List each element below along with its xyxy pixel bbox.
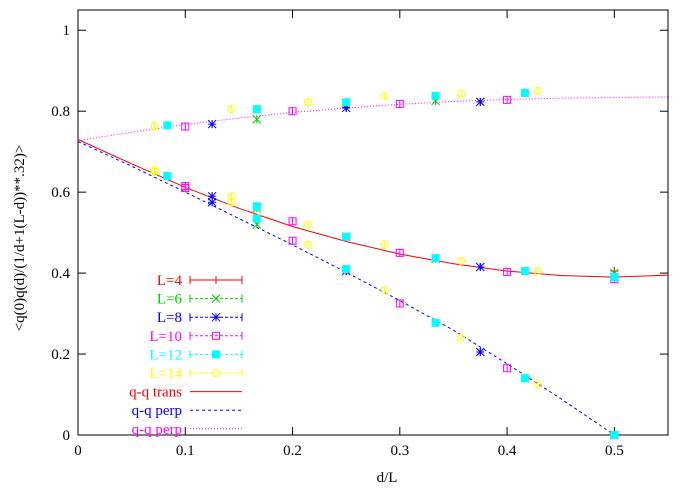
data-point [521, 88, 530, 97]
legend-label: L=10 [149, 329, 182, 345]
legend-label: L=6 [157, 292, 183, 308]
y-tick-label: 0 [63, 428, 71, 444]
data-point [252, 114, 262, 124]
data-point [533, 267, 542, 276]
data-point [431, 318, 440, 327]
data-point [211, 312, 221, 322]
data-point [475, 347, 485, 357]
data-point [342, 98, 351, 107]
data-point [380, 92, 389, 101]
data-point [533, 86, 542, 95]
data-point [457, 256, 466, 265]
data-point [207, 197, 217, 207]
data-point [395, 99, 404, 108]
data-point [212, 331, 220, 340]
data-point [457, 333, 466, 342]
data-points [150, 86, 619, 440]
data-point [150, 122, 159, 131]
data-point [288, 236, 297, 245]
data-point [163, 171, 172, 180]
y-tick-label: 0.6 [51, 185, 70, 201]
legend: L=4 L=6 L=8 L=10 L=12 L=14 q-q trans q-q perp q-… [129, 273, 243, 438]
data-point [342, 265, 351, 274]
data-point [475, 262, 485, 272]
data-point [475, 97, 485, 107]
data-point [503, 267, 512, 276]
y-tick-label: 1 [63, 23, 71, 39]
data-point [457, 89, 466, 98]
data-point [211, 294, 221, 303]
y-tick-label: 0.8 [51, 104, 70, 120]
data-point [252, 202, 261, 211]
data-point [521, 374, 530, 383]
data-point [212, 276, 220, 284]
data-point [431, 91, 440, 100]
data-point [150, 167, 159, 176]
data-point [207, 119, 217, 129]
data-point [380, 286, 389, 295]
fit-curve [77, 139, 669, 278]
x-tick-label: 0.5 [605, 443, 624, 459]
data-point [181, 184, 190, 193]
data-point [533, 380, 542, 389]
legend-label: L=12 [149, 347, 182, 363]
y-tick-label: 0.2 [51, 347, 70, 363]
data-point [288, 107, 297, 116]
data-point [288, 217, 297, 226]
legend-label: L=8 [157, 310, 182, 326]
x-tick-label: 0.3 [390, 443, 409, 459]
data-point [163, 121, 172, 130]
fit-curve [77, 96, 669, 142]
data-point [395, 248, 404, 257]
x-tick-label: 0 [74, 443, 82, 459]
legend-label: L=4 [157, 273, 183, 289]
data-point [303, 240, 312, 249]
data-point [521, 267, 530, 276]
data-point [503, 95, 512, 104]
x-axis-label: d/L [377, 470, 398, 486]
legend-label: L=14 [149, 366, 182, 382]
axis-ticks: 0 0.1 0.2 0.3 0.4 0.5 0 0.2 0.4 0.6 0.8 1 [51, 10, 668, 459]
data-point [342, 232, 351, 241]
legend-label: q-q trans [129, 385, 182, 401]
data-point [227, 105, 236, 114]
data-point [503, 364, 512, 373]
data-point [395, 299, 404, 308]
plot-frame [77, 9, 669, 436]
x-tick-label: 0.1 [176, 443, 195, 459]
data-point [610, 273, 619, 282]
plot-border [77, 9, 669, 436]
data-point [181, 122, 190, 131]
data-point [431, 254, 440, 263]
data-point [212, 350, 220, 359]
y-tick-label: 0.4 [51, 266, 70, 282]
data-point [303, 220, 312, 229]
legend-label: q-q perp [132, 403, 182, 419]
y-axis-label: <q(0)q(d)/(1/d+1(L-d))**.32)> [12, 145, 28, 332]
data-point [252, 214, 261, 223]
data-point [610, 431, 619, 439]
x-tick-label: 0.2 [283, 443, 302, 459]
legend-label: q-q perp [132, 422, 182, 438]
data-point [212, 369, 220, 377]
data-point [227, 198, 236, 207]
data-point [303, 97, 312, 106]
data-point [252, 105, 261, 114]
x-tick-label: 0.4 [498, 443, 517, 459]
data-point [380, 240, 389, 249]
